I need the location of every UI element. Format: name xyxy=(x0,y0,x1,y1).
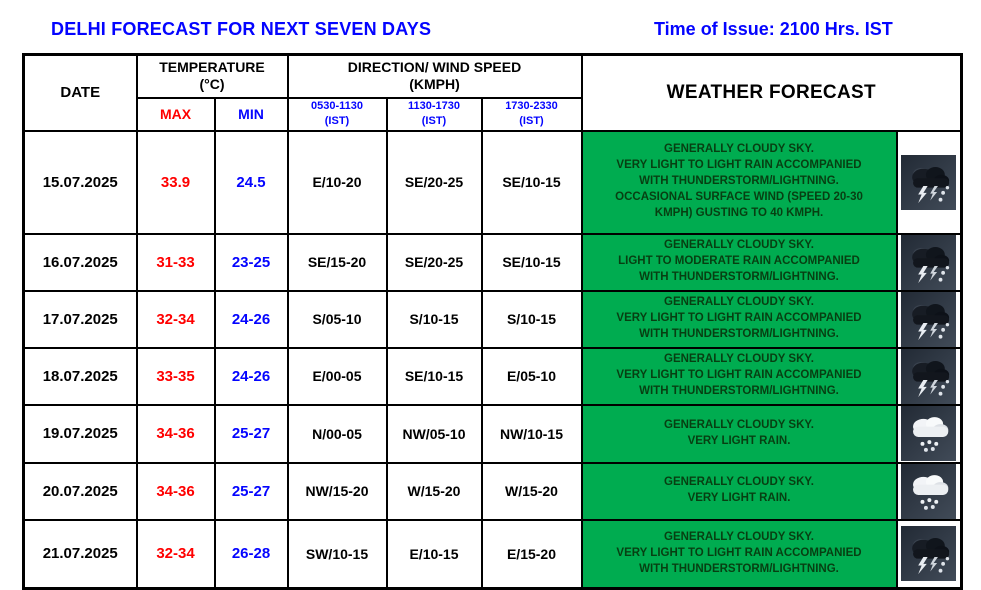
date-cell: 20.07.2025 xyxy=(22,461,138,521)
page-title: DELHI FORECAST FOR NEXT SEVEN DAYS xyxy=(51,19,432,39)
max-temp-cell: 32-34 xyxy=(135,518,216,590)
date-cell: 17.07.2025 xyxy=(22,289,138,349)
rain-icon xyxy=(901,406,956,461)
forecast-table: DATE TEMPERATURE (°C) DIRECTION/ WIND SP… xyxy=(22,53,963,590)
weather-icon-cell xyxy=(895,232,963,292)
wind-evening-cell: E/15-20 xyxy=(480,518,583,590)
wind-afternoon-cell: SE/20-25 xyxy=(385,232,483,292)
min-temp-cell: 24-26 xyxy=(213,346,289,406)
wind-morning-cell: E/00-05 xyxy=(286,346,388,406)
wind-afternoon-cell: S/10-15 xyxy=(385,289,483,349)
wind-evening-cell: W/15-20 xyxy=(480,461,583,521)
header-row-sub: MAX MIN 0530-1130 (IST) 1130-1730 (IST) … xyxy=(24,96,962,132)
wind-evening-cell: S/10-15 xyxy=(480,289,583,349)
max-temp-cell: 34-36 xyxy=(135,403,216,464)
min-temp-cell: 26-28 xyxy=(213,518,289,590)
table-row: 21.07.2025 32-34 26-28 SW/10-15 E/10-15 … xyxy=(22,518,963,590)
forecast-cell: GENERALLY CLOUDY SKY. VERY LIGHT TO LIGH… xyxy=(580,518,898,590)
table-row: 18.07.2025 33-35 24-26 E/00-05 SE/10-15 … xyxy=(22,346,963,406)
forecast-cell: GENERALLY CLOUDY SKY. LIGHT TO MODERATE … xyxy=(580,232,898,292)
thunderstorm-icon xyxy=(901,155,956,210)
table-row: 19.07.2025 34-36 25-27 N/00-05 NW/05-10 … xyxy=(22,403,963,464)
wind-evening-cell: E/05-10 xyxy=(480,346,583,406)
min-temp-cell: 24-26 xyxy=(213,289,289,349)
max-temp-cell: 34-36 xyxy=(135,461,216,521)
thunderstorm-icon xyxy=(901,292,956,347)
column-header-weather-forecast: WEATHER FORECAST xyxy=(580,53,963,132)
thunderstorm-icon xyxy=(901,526,956,581)
table-row: 16.07.2025 31-33 23-25 SE/15-20 SE/20-25… xyxy=(22,232,963,292)
date-cell: 15.07.2025 xyxy=(22,129,138,235)
date-cell: 21.07.2025 xyxy=(22,518,138,590)
forecast-cell: GENERALLY CLOUDY SKY. VERY LIGHT TO LIGH… xyxy=(580,289,898,349)
thunderstorm-icon xyxy=(901,235,956,290)
wind-morning-cell: E/10-20 xyxy=(286,129,388,235)
header-row-groups: DATE TEMPERATURE (°C) DIRECTION/ WIND SP… xyxy=(22,53,963,132)
forecast-cell: GENERALLY CLOUDY SKY. VERY LIGHT TO LIGH… xyxy=(580,129,898,235)
weather-icon-cell xyxy=(895,403,963,464)
time-of-issue: Time of Issue: 2100 Hrs. IST xyxy=(654,19,893,39)
date-cell: 18.07.2025 xyxy=(22,346,138,406)
wind-afternoon-cell: NW/05-10 xyxy=(385,403,483,464)
table-row: 17.07.2025 32-34 24-26 S/05-10 S/10-15 S… xyxy=(22,289,963,349)
table-row: 15.07.2025 33.9 24.5 E/10-20 SE/20-25 SE… xyxy=(22,129,963,235)
column-header-max: MAX xyxy=(135,96,216,132)
wind-morning-cell: NW/15-20 xyxy=(286,461,388,521)
wind-morning-cell: N/00-05 xyxy=(286,403,388,464)
wind-morning-cell: SW/10-15 xyxy=(286,518,388,590)
rain-icon xyxy=(901,464,956,519)
column-header-slot2: 1130-1730 (IST) xyxy=(385,96,483,132)
min-temp-cell: 23-25 xyxy=(213,232,289,292)
weather-icon-cell xyxy=(895,129,963,235)
column-header-date: DATE xyxy=(22,53,138,132)
forecast-cell: GENERALLY CLOUDY SKY. VERY LIGHT RAIN. xyxy=(580,403,898,464)
wind-afternoon-cell: W/15-20 xyxy=(385,461,483,521)
date-cell: 16.07.2025 xyxy=(22,232,138,292)
max-temp-cell: 33-35 xyxy=(135,346,216,406)
forecast-cell: GENERALLY CLOUDY SKY. VERY LIGHT RAIN. xyxy=(580,461,898,521)
max-temp-cell: 33.9 xyxy=(135,129,216,235)
weather-icon-cell xyxy=(895,518,963,590)
column-header-slot1: 0530-1130 (IST) xyxy=(286,96,388,132)
weather-icon-cell xyxy=(895,346,963,406)
wind-afternoon-cell: SE/20-25 xyxy=(385,129,483,235)
thunderstorm-icon xyxy=(901,349,956,404)
wind-evening-cell: SE/10-15 xyxy=(480,232,583,292)
weather-icon-cell xyxy=(895,289,963,349)
max-temp-cell: 31-33 xyxy=(135,232,216,292)
max-temp-cell: 32-34 xyxy=(135,289,216,349)
column-header-temperature: TEMPERATURE (°C) xyxy=(135,53,289,99)
wind-afternoon-cell: E/10-15 xyxy=(385,518,483,590)
wind-afternoon-cell: SE/10-15 xyxy=(385,346,483,406)
forecast-cell: GENERALLY CLOUDY SKY. VERY LIGHT TO LIGH… xyxy=(580,346,898,406)
wind-morning-cell: SE/15-20 xyxy=(286,232,388,292)
column-header-slot3: 1730-2330 (IST) xyxy=(480,96,583,132)
min-temp-cell: 24.5 xyxy=(213,129,289,235)
min-temp-cell: 25-27 xyxy=(213,403,289,464)
min-temp-cell: 25-27 xyxy=(213,461,289,521)
table-row: 20.07.2025 34-36 25-27 NW/15-20 W/15-20 … xyxy=(22,461,963,521)
weather-icon-cell xyxy=(895,461,963,521)
wind-morning-cell: S/05-10 xyxy=(286,289,388,349)
column-header-min: MIN xyxy=(213,96,289,132)
date-cell: 19.07.2025 xyxy=(22,403,138,464)
wind-evening-cell: SE/10-15 xyxy=(480,129,583,235)
column-header-wind: DIRECTION/ WIND SPEED (KMPH) xyxy=(286,53,583,99)
wind-evening-cell: NW/10-15 xyxy=(480,403,583,464)
